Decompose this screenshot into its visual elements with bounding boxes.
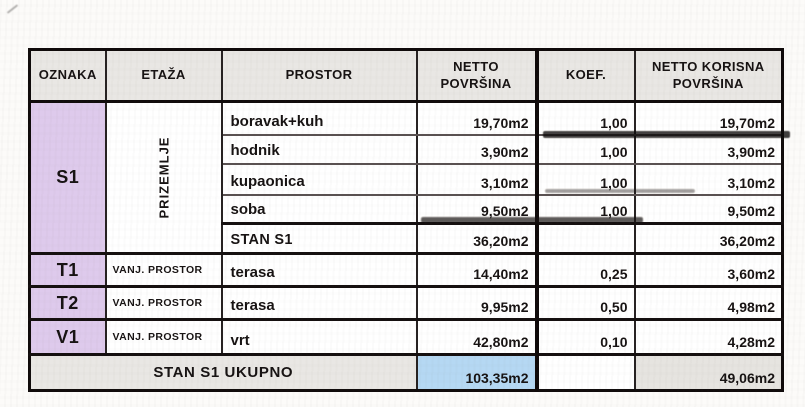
grand-total-coefficient-cell [534, 353, 636, 392]
usable-area-cell: 19,70m2 [633, 100, 784, 136]
usable-area-cell: 4,28m2 [633, 318, 784, 356]
area-table: OZNAKA ETAŽA PROSTOR NETTO POVRŠINA KOEF… [28, 48, 784, 392]
net-area-cell: 3,10m2 [415, 162, 538, 196]
net-area-cell: 19,70m2 [415, 100, 538, 136]
floor-label-vertical: PRIZEMLJE [156, 136, 171, 219]
table-row-soba: soba 9,50m2 1,00 9,50m2 [30, 193, 784, 225]
table-row-boravak: S1 PRIZEMLJE boravak+kuh 19,70m2 1,00 19… [28, 100, 784, 255]
table-row-t2: T2 VANJ. PROSTOR terasa 9,95m2 0,50 4,98… [28, 285, 784, 321]
subtotal-coefficient-cell [534, 222, 636, 255]
floor-cell: VANJ. PROSTOR [104, 285, 223, 321]
unit-code-cell-v1: V1 [28, 318, 107, 356]
table-row-v1: V1 VANJ. PROSTOR vrt 42,80m2 0,10 4,28m2 [28, 318, 784, 356]
unit-code-cell-s1: S1 [28, 100, 107, 255]
room-name-cell: hodnik [220, 133, 418, 165]
subtotal-label-cell: STAN S1 [220, 222, 418, 255]
col-header-etaza: ETAŽA [104, 48, 223, 103]
room-name-cell: kupaonica [220, 162, 418, 196]
usable-area-cell: 9,50m2 [633, 193, 784, 225]
table-row-t1: T1 VANJ. PROSTOR terasa 14,40m2 0,25 3,6… [28, 252, 784, 288]
col-header-oznaka: OZNAKA [28, 48, 107, 103]
grand-total-label-cell: STAN S1 UKUPNO [28, 353, 418, 392]
coefficient-cell: 0,25 [534, 252, 636, 288]
room-name-cell: soba [220, 193, 418, 225]
usable-area-cell: 3,90m2 [633, 133, 784, 165]
net-area-cell: 9,95m2 [415, 285, 538, 321]
header-row: OZNAKA ETAŽA PROSTOR NETTO POVRŠINA KOEF… [28, 48, 784, 103]
subtotal-usable-area-cell: 36,20m2 [633, 222, 784, 255]
coefficient-cell: 1,00 [534, 193, 636, 225]
usable-area-cell: 3,60m2 [633, 252, 784, 288]
col-header-koef: KOEF. [534, 48, 636, 103]
grand-total-net-area-cell: 103,35m2 [415, 353, 538, 392]
room-name-cell: boravak+kuh [220, 100, 418, 136]
unit-code-cell-t1: T1 [28, 252, 107, 288]
col-header-prostor: PROSTOR [220, 48, 418, 103]
area-table-wrapper: OZNAKA ETAŽA PROSTOR NETTO POVRŠINA KOEF… [28, 48, 784, 392]
floor-cell: VANJ. PROSTOR [104, 318, 223, 356]
scan-speck-artifact [6, 4, 19, 14]
coefficient-cell: 1,00 [534, 100, 636, 136]
usable-area-cell: 3,10m2 [633, 162, 784, 196]
coefficient-cell: 1,00 [534, 133, 636, 165]
net-area-cell: 42,80m2 [415, 318, 538, 356]
floor-cell-prizemlje: PRIZEMLJE [104, 100, 223, 255]
grand-total-usable-area-cell: 49,06m2 [633, 353, 784, 392]
col-header-netto-korisna: NETTO KORISNA POVRŠINA [633, 48, 784, 103]
net-area-cell: 3,90m2 [415, 133, 538, 165]
room-name-cell: terasa [220, 285, 418, 321]
net-area-cell: 9,50m2 [415, 193, 538, 225]
table-row-total: STAN S1 UKUPNO 103,35m2 49,06m2 [28, 353, 784, 392]
unit-code-cell-t2: T2 [28, 285, 107, 321]
table-row-hodnik: hodnik 3,90m2 1,00 3,90m2 [30, 133, 784, 165]
usable-area-cell: 4,98m2 [633, 285, 784, 321]
net-area-cell: 14,40m2 [415, 252, 538, 288]
coefficient-cell: 0,50 [534, 285, 636, 321]
room-name-cell: vrt [220, 318, 418, 356]
coefficient-cell: 1,00 [534, 162, 636, 196]
col-header-netto-povrsina: NETTO POVRŠINA [415, 48, 538, 103]
table-row-stan-s1-subtotal: STAN S1 36,20m2 36,20m2 [30, 222, 784, 255]
coefficient-cell: 0,10 [534, 318, 636, 356]
subtotal-net-area-cell: 36,20m2 [415, 222, 538, 255]
floor-cell: VANJ. PROSTOR [104, 252, 223, 288]
room-name-cell: terasa [220, 252, 418, 288]
